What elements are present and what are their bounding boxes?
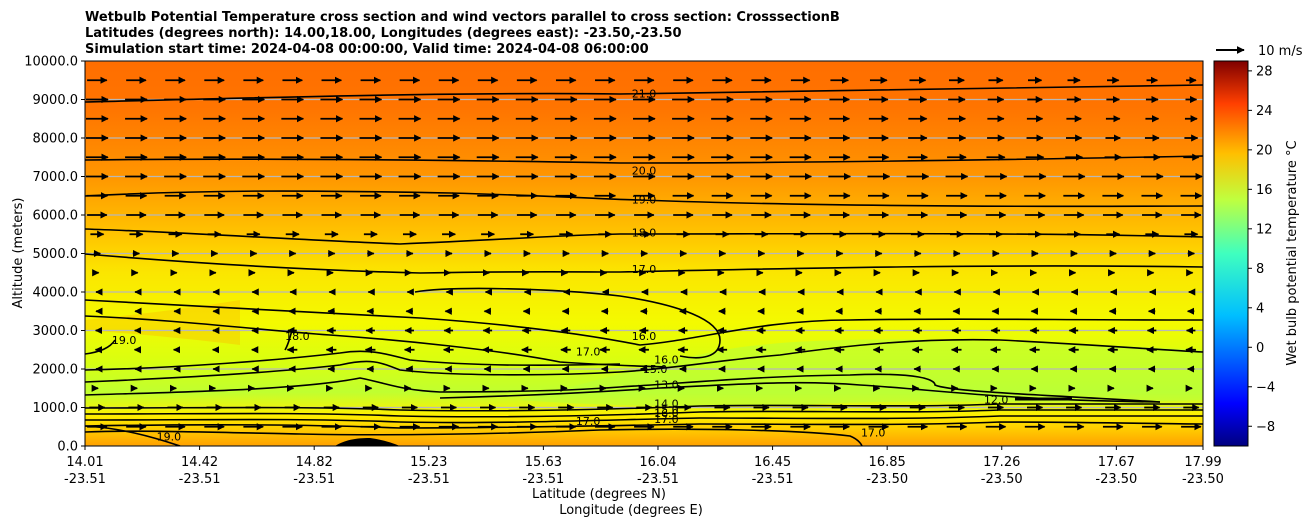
terrain: [335, 438, 400, 446]
colorbar-label: Wet bulb potential temperature °C: [1285, 140, 1300, 365]
quiver-key-label: 10 m/s: [1258, 44, 1303, 59]
x-tick-label-lat: 16.04: [639, 455, 676, 470]
colorbar-tick-label: 28: [1256, 64, 1273, 79]
x-tick-label-lon: -23.50: [866, 472, 908, 487]
plot-area: 21.020.019.018.017.016.016.015.013.014.0…: [84, 60, 1204, 447]
contour-line-20: [85, 155, 1203, 164]
contour-label: 15.0: [643, 363, 668, 376]
contour-label: 17.0: [654, 413, 679, 426]
title-line-2: Latitudes (degrees north): 14.00,18.00, …: [85, 26, 682, 41]
title-line-3: Simulation start time: 2024-04-08 00:00:…: [85, 42, 649, 57]
colorbar-tick-label: 24: [1256, 104, 1273, 119]
x-axis-label-lat: Latitude (degrees N): [532, 487, 666, 502]
y-tick-label: 9000.0: [33, 93, 79, 108]
contour-label: 13.0: [654, 378, 679, 391]
colorbar-tick-label: −4: [1256, 380, 1275, 395]
x-tick-label-lat: 17.67: [1098, 455, 1135, 470]
contour-line-left-19: [85, 339, 116, 355]
contour-line-lower-2: [85, 409, 1203, 418]
x-axis-label: Latitude (degrees N)Longitude (degrees E…: [532, 487, 703, 518]
colorbar-ticks: −8 −4 0 4 8 12 16 20 24 28: [1248, 64, 1275, 435]
y-axis: 0.0 1000.0 2000.0 3000.0 4000.0 5000.0 6000.0 7…: [24, 55, 85, 455]
contour-line-13: [439, 381, 1161, 403]
colorbar-tick-label: 20: [1256, 143, 1273, 158]
contour-line-16-lower: [85, 350, 621, 371]
y-tick-label: 4000.0: [33, 286, 79, 301]
contour-label: 17.0: [632, 263, 657, 276]
x-tick-label-lat: 17.99: [1184, 455, 1221, 470]
y-tick-label: 5000.0: [33, 247, 79, 262]
contour-line-14: [85, 373, 1161, 403]
contour-label: 17.0: [861, 426, 886, 439]
x-tick-label-lat: 15.63: [525, 455, 562, 470]
contour-line-15: [85, 338, 1203, 383]
y-tick-label: 0.0: [57, 440, 78, 455]
colorbar-tick-label: 12: [1256, 222, 1273, 237]
colorbar-tick-label: 0: [1256, 341, 1264, 356]
title-line-1: Wetbulb Potential Temperature cross sect…: [85, 10, 840, 25]
contour-line-21: [85, 84, 1203, 103]
colorbar: −8 −4 0 4 8 12 16 20 24 28 Wet bulb potential tem…: [1213, 60, 1300, 447]
wind-vectors: [86, 76, 1203, 431]
contour-labels: 21.020.019.018.017.016.016.015.013.014.0…: [112, 88, 1009, 444]
contour-label: 16.0: [654, 407, 679, 420]
x-tick-label-lat: 17.26: [983, 455, 1020, 470]
warm-surface-shading: [85, 300, 240, 345]
x-tick-label-lon: -23.50: [1182, 472, 1224, 487]
contour-line-17-upper: [85, 253, 1203, 274]
colorbar-tick-label: 16: [1256, 183, 1273, 198]
colorbar-tick-label: 4: [1256, 301, 1264, 316]
x-tick-label-lon: -23.51: [64, 472, 106, 487]
contour-label: 21.0: [632, 88, 657, 101]
y-tick-label: 8000.0: [33, 132, 79, 147]
x-tick-label-lon: -23.51: [408, 472, 450, 487]
x-tick-label-lat: 16.85: [869, 455, 906, 470]
y-tick-label: 3000.0: [33, 324, 79, 339]
y-axis-label: Altitude (meters): [11, 198, 26, 309]
contour-label: 17.0: [576, 346, 601, 359]
x-tick-label-lon: -23.51: [522, 472, 564, 487]
y-tick-label: 7000.0: [33, 170, 79, 185]
x-tick-label-lat: 14.82: [296, 455, 333, 470]
x-tick-label-lat: 14.01: [66, 455, 103, 470]
x-tick-label-lat: 15.23: [410, 455, 447, 470]
contour-label: 20.0: [632, 165, 657, 178]
x-tick-label-lon: -23.51: [293, 472, 335, 487]
contour-line-17-lower: [85, 428, 863, 446]
x-tick-label-lon: -23.51: [752, 472, 794, 487]
y-tick-label: 2000.0: [33, 363, 79, 378]
contour-line-lower-3: [85, 415, 1203, 424]
colorbar-tick-label: −8: [1256, 420, 1275, 435]
contour-label: 19.0: [632, 194, 657, 207]
contour-label: 17.0: [576, 415, 601, 428]
contour-line-16-upper: [85, 299, 1203, 346]
contour-label: 16.0: [632, 330, 657, 343]
contour-label: 12.0: [984, 394, 1009, 407]
chart-title: Wetbulb Potential Temperature cross sect…: [85, 10, 840, 57]
quiver-key: 10 m/s: [1216, 44, 1303, 59]
contour-line-16-loop: [414, 287, 721, 359]
contour-label: 18.0: [285, 330, 310, 343]
x-tick-label-lon: -23.51: [637, 472, 679, 487]
x-tick-label-lon: -23.51: [179, 472, 221, 487]
x-tick-label-lon: -23.50: [1095, 472, 1137, 487]
x-tick-label-lat: 16.45: [754, 455, 791, 470]
colorbar-gradient: [1213, 60, 1249, 447]
contour-line-19: [85, 190, 1203, 208]
x-axis-label-lon: Longitude (degrees E): [559, 503, 703, 518]
colorbar-tick-label: 8: [1256, 262, 1264, 277]
y-tick-label: 6000.0: [33, 209, 79, 224]
contour-label: 16.0: [654, 353, 679, 366]
x-tick-label-lon: -23.50: [981, 472, 1023, 487]
contour-label: 18.0: [632, 226, 657, 239]
x-tick-label-lat: 14.42: [181, 455, 218, 470]
contour-label: 15.0: [654, 403, 679, 416]
contour-label: 19.0: [157, 430, 182, 443]
contour-label: 19.0: [112, 334, 137, 347]
x-axis: 14.01 -23.51 14.42 -23.51 14.82 -23.51 15.23 -2…: [64, 446, 1224, 487]
y-tick-label: 1000.0: [33, 401, 79, 416]
contour-label: 14.0: [654, 398, 679, 411]
y-tick-label: 10000.0: [24, 55, 78, 70]
